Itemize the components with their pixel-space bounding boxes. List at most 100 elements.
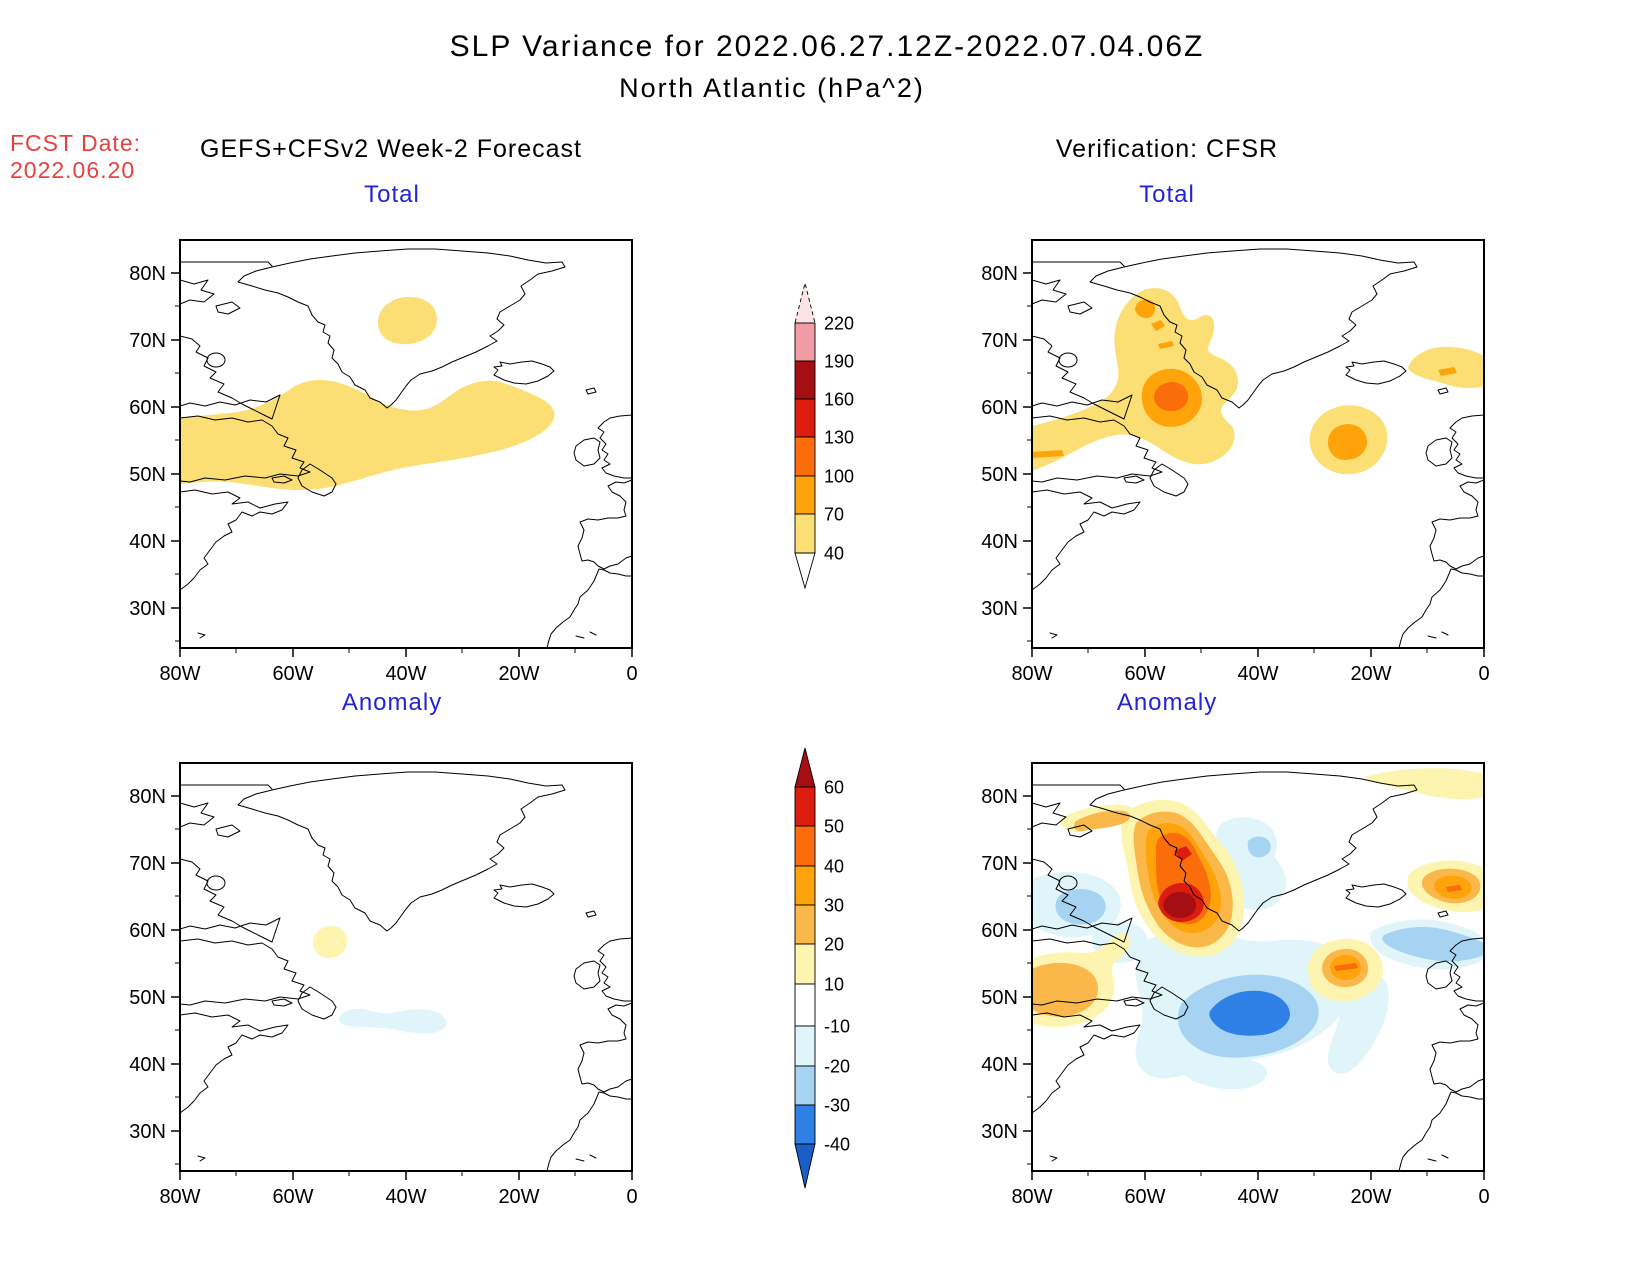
lon-tick-label: 40W xyxy=(1237,1186,1278,1208)
lon-tick-label: 0 xyxy=(626,663,637,685)
map-panel-verification-anomaly: 80N 70N 60N 50N 40N 30N 80W 60W 40W 20W 0 xyxy=(981,762,1490,1208)
colorbar-label: 160 xyxy=(824,389,854,409)
map-panel-forecast-anomaly: 80N 70N 60N 50N 40N 30N 80W 60W 40W 20W 0 xyxy=(129,762,638,1208)
lat-tick-label: 50N xyxy=(981,987,1018,1009)
colorbar-segment xyxy=(794,1065,816,1106)
colorbar-anomaly: 60 50 40 30 20 10 -10 -20 -30 -40 xyxy=(794,747,850,1189)
colorbar-label: -20 xyxy=(824,1056,850,1076)
left-column-header: GEFS+CFSv2 Week-2 Forecast xyxy=(200,135,582,163)
panel-title-verification-anomaly: Anomaly xyxy=(1116,689,1218,716)
lat-tick-label: 40N xyxy=(129,531,166,553)
colorbar-segment xyxy=(794,436,816,477)
colorbar-label: 30 xyxy=(824,895,844,915)
colorbar-segment xyxy=(794,865,816,906)
colorbar-total: 220 190 160 130 100 70 40 xyxy=(794,282,854,590)
lon-tick-label: 60W xyxy=(272,1186,313,1208)
colorbar-segment xyxy=(794,475,816,515)
lon-tick-label: 40W xyxy=(385,663,426,685)
colorbar-segment xyxy=(794,943,816,985)
right-column-header: Verification: CFSR xyxy=(1055,135,1279,163)
lat-tick-label: 30N xyxy=(981,598,1018,620)
map-panel-verification-total: 80N 70N 60N 50N 40N 30N 80W 60W 40W 20W 0 xyxy=(981,239,1490,685)
lat-tick-label: 70N xyxy=(981,853,1018,875)
axes-forecast-anomaly: 80N 70N 60N 50N 40N 30N 80W 60W 40W 20W 0 xyxy=(129,786,637,1208)
axes-verification-total: 80N 70N 60N 50N 40N 30N 80W 60W 40W 20W 0 xyxy=(981,263,1489,685)
colorbar-segment xyxy=(794,513,816,554)
panel-title-verification-total: Total xyxy=(1139,181,1195,208)
colorbar-label: 70 xyxy=(824,504,844,524)
colorbar-label: 10 xyxy=(824,974,844,994)
lat-tick-label: 60N xyxy=(981,920,1018,942)
lat-tick-label: 30N xyxy=(129,1121,166,1143)
panel-title-forecast-anomaly: Anomaly xyxy=(341,689,443,716)
lat-tick-label: 50N xyxy=(129,464,166,486)
colorbar-label: 50 xyxy=(824,816,844,836)
colorbar-segment xyxy=(794,322,816,362)
colorbar-label: 220 xyxy=(824,313,854,333)
colorbar-segment xyxy=(794,904,816,945)
colorbar-segment xyxy=(794,398,816,438)
lon-tick-label: 60W xyxy=(1124,1186,1165,1208)
lon-tick-label: 40W xyxy=(385,1186,426,1208)
lat-tick-label: 70N xyxy=(129,853,166,875)
lat-tick-label: 80N xyxy=(981,263,1018,285)
map-panel-forecast-total: 80N 70N 60N 50N 40N 30N 80W 60W 40W 20W 0 xyxy=(129,239,638,685)
lat-tick-label: 60N xyxy=(129,397,166,419)
lat-tick-label: 30N xyxy=(129,598,166,620)
figure-title: SLP Variance for 2022.06.27.12Z-2022.07.… xyxy=(449,30,1205,63)
fcst-date-label: FCST Date: xyxy=(10,130,141,156)
lat-tick-label: 60N xyxy=(981,397,1018,419)
colorbar-segment xyxy=(794,1104,816,1145)
contour-fills-forecast-total xyxy=(180,296,555,490)
lat-tick-label: 50N xyxy=(129,987,166,1009)
colorbar-label: 40 xyxy=(824,543,844,563)
lon-tick-label: 0 xyxy=(1478,1186,1489,1208)
contour-fills-forecast-anomaly xyxy=(313,926,447,1034)
fcst-date-value: 2022.06.20 xyxy=(10,157,136,183)
lat-tick-label: 30N xyxy=(981,1121,1018,1143)
colorbar-arrow-bottom xyxy=(794,1143,816,1189)
lat-tick-label: 50N xyxy=(981,464,1018,486)
axes-verification-anomaly: 80N 70N 60N 50N 40N 30N 80W 60W 40W 20W 0 xyxy=(981,786,1489,1208)
colorbar-segment xyxy=(794,360,816,400)
lat-tick-label: 40N xyxy=(981,531,1018,553)
colorbar-label: -40 xyxy=(824,1134,850,1154)
lat-tick-label: 40N xyxy=(129,1054,166,1076)
panel-title-forecast-total: Total xyxy=(364,181,420,208)
lon-tick-label: 80W xyxy=(159,1186,200,1208)
lon-tick-label: 20W xyxy=(1350,1186,1391,1208)
colorbar-segment xyxy=(794,825,816,867)
colorbar-label: 40 xyxy=(824,856,844,876)
colorbar-label: 190 xyxy=(824,351,854,371)
lon-tick-label: 40W xyxy=(1237,663,1278,685)
lon-tick-label: 0 xyxy=(1478,663,1489,685)
lat-tick-label: 60N xyxy=(129,920,166,942)
colorbar-arrow-top xyxy=(794,282,816,324)
lat-tick-label: 80N xyxy=(981,786,1018,808)
lon-tick-label: 20W xyxy=(498,663,539,685)
lon-tick-label: 20W xyxy=(498,1186,539,1208)
lon-tick-label: 80W xyxy=(159,663,200,685)
axes-forecast-total: 80N 70N 60N 50N 40N 30N 80W 60W 40W 20W 0 xyxy=(129,263,637,685)
colorbar-label: 130 xyxy=(824,427,854,447)
colorbar-label: -30 xyxy=(824,1095,850,1115)
colorbar-label: 100 xyxy=(824,466,854,486)
contour-fills-verification-anomaly xyxy=(1032,768,1484,1090)
lat-tick-label: 80N xyxy=(129,786,166,808)
colorbar-label: 20 xyxy=(824,934,844,954)
colorbar-segment xyxy=(794,786,816,827)
lon-tick-label: 20W xyxy=(1350,663,1391,685)
contour-fills-verification-total xyxy=(1032,288,1484,475)
colorbar-segment xyxy=(794,1025,816,1067)
lat-tick-label: 70N xyxy=(129,330,166,352)
lon-tick-label: 60W xyxy=(272,663,313,685)
colorbar-arrow-top xyxy=(794,747,816,788)
colorbar-taper-bottom xyxy=(794,552,816,590)
lon-tick-label: 0 xyxy=(626,1186,637,1208)
lon-tick-label: 60W xyxy=(1124,663,1165,685)
lat-tick-label: 80N xyxy=(129,263,166,285)
colorbar-label: 60 xyxy=(824,777,844,797)
colorbar-segment xyxy=(794,983,816,1027)
figure-subtitle: North Atlantic (hPa^2) xyxy=(619,73,925,103)
